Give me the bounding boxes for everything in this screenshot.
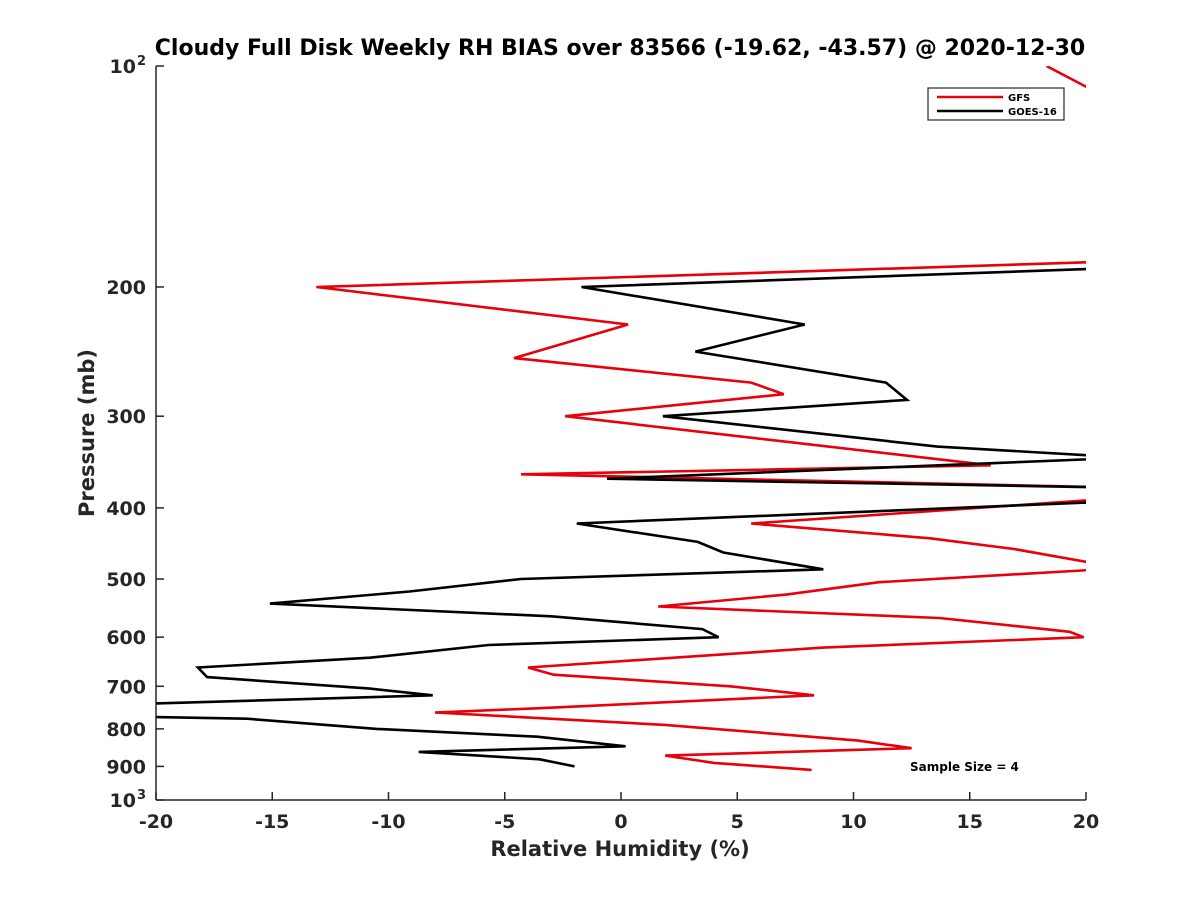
y-tick-label: 10 bbox=[110, 790, 136, 812]
y-tick-label: 800 bbox=[106, 719, 146, 741]
legend-label-goes16: GOES-16 bbox=[1008, 107, 1057, 118]
y-tick-exponent: 2 bbox=[137, 54, 146, 69]
x-ticks: -20 -15 -10 -5 0 5 10 15 20 bbox=[139, 792, 1099, 833]
x-tick-label: -20 bbox=[139, 811, 173, 833]
series-line-gfs bbox=[316, 66, 1086, 772]
x-tick-label: 0 bbox=[614, 811, 627, 833]
legend-label-gfs: GFS bbox=[1008, 93, 1030, 104]
legend: GFS GOES-16 bbox=[927, 87, 1065, 121]
x-tick-label: 15 bbox=[957, 811, 983, 833]
y-tick-exponent: 3 bbox=[137, 788, 146, 803]
x-tick-label: -10 bbox=[371, 811, 405, 833]
x-tick-label: 20 bbox=[1073, 811, 1099, 833]
x-tick-label: -15 bbox=[255, 811, 289, 833]
y-tick-label: 10 bbox=[110, 56, 136, 78]
y-tick-label: 900 bbox=[106, 756, 146, 778]
y-tick-label: 300 bbox=[106, 406, 146, 428]
y-tick-label: 700 bbox=[106, 676, 146, 698]
x-tick-label: -5 bbox=[494, 811, 515, 833]
y-tick-label: 500 bbox=[106, 569, 146, 591]
x-tick-label: 10 bbox=[840, 811, 866, 833]
y-tick-label: 400 bbox=[106, 498, 146, 520]
y-tick-label: 200 bbox=[106, 277, 146, 299]
x-tick-label: 5 bbox=[731, 811, 744, 833]
chart-title: Cloudy Full Disk Weekly RH BIAS over 835… bbox=[155, 36, 1085, 61]
legend-box bbox=[927, 87, 1065, 121]
y-tick-label: 600 bbox=[106, 627, 146, 649]
series-line-goes-16 bbox=[156, 267, 1086, 768]
series-layer bbox=[156, 66, 1086, 772]
sample-size-annotation: Sample Size = 4 bbox=[910, 760, 1019, 774]
x-axis-label: Relative Humidity (%) bbox=[490, 837, 749, 861]
y-axis-label: Pressure (mb) bbox=[75, 349, 99, 517]
